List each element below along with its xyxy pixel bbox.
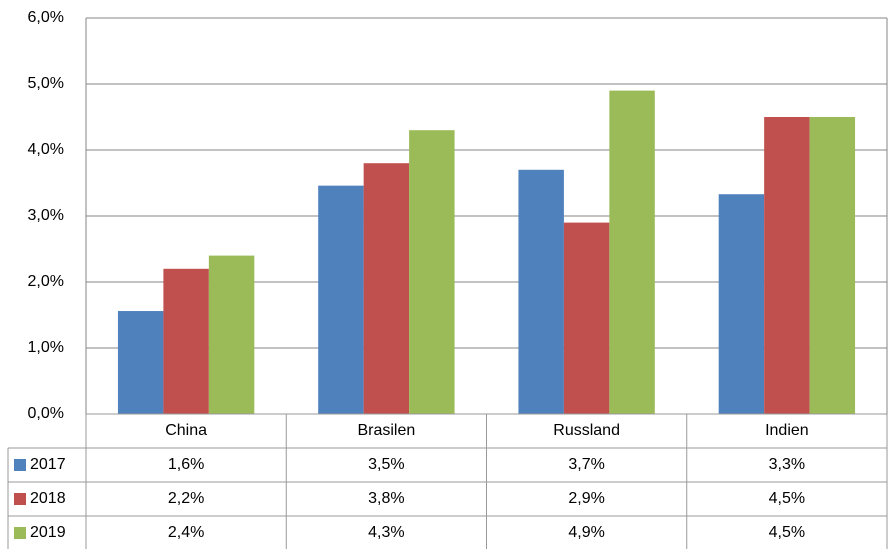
bar <box>718 194 765 414</box>
bar <box>409 130 455 414</box>
data-table-cell: 2,4% <box>168 524 204 541</box>
bar <box>563 222 610 414</box>
y-tick-label: 6,0% <box>28 9 64 26</box>
data-table-cell: 2,2% <box>168 490 204 507</box>
bar <box>609 90 655 414</box>
bar <box>764 117 810 414</box>
data-table-cell: 3,3% <box>769 456 805 473</box>
y-tick-label: 1,0% <box>28 339 64 356</box>
legend-label: 2017 <box>30 456 66 473</box>
data-table-cell: 1,6% <box>168 456 204 473</box>
data-table-cell: 4,3% <box>368 524 404 541</box>
bar <box>318 185 364 414</box>
y-tick-label: 3,0% <box>28 207 64 224</box>
legend-key <box>14 527 26 539</box>
y-tick-label: 5,0% <box>28 75 64 92</box>
data-table-cell: 3,5% <box>368 456 404 473</box>
legend-label: 2018 <box>30 490 66 507</box>
legend-label: 2019 <box>30 524 66 541</box>
data-table-cell: 4,9% <box>568 524 604 541</box>
bar <box>363 163 410 414</box>
x-tick-label: Indien <box>765 422 809 439</box>
y-tick-label: 0,0% <box>28 405 64 422</box>
data-table-cell: 4,5% <box>769 490 805 507</box>
bar <box>117 311 164 414</box>
x-tick-label: Russland <box>553 422 620 439</box>
legend-key <box>14 459 26 471</box>
data-table-cell: 2,9% <box>568 490 604 507</box>
x-tick-label: China <box>165 422 207 439</box>
bar <box>518 169 564 414</box>
bar <box>809 117 856 414</box>
data-table-cell: 3,7% <box>568 456 604 473</box>
bar <box>208 255 255 414</box>
y-tick-label: 2,0% <box>28 273 64 290</box>
y-tick-label: 4,0% <box>28 141 64 158</box>
data-table-cell: 3,8% <box>368 490 404 507</box>
legend-key <box>14 493 26 505</box>
x-tick-label: Brasilen <box>357 422 415 439</box>
data-table-cell: 4,5% <box>769 524 805 541</box>
bar <box>163 268 209 414</box>
